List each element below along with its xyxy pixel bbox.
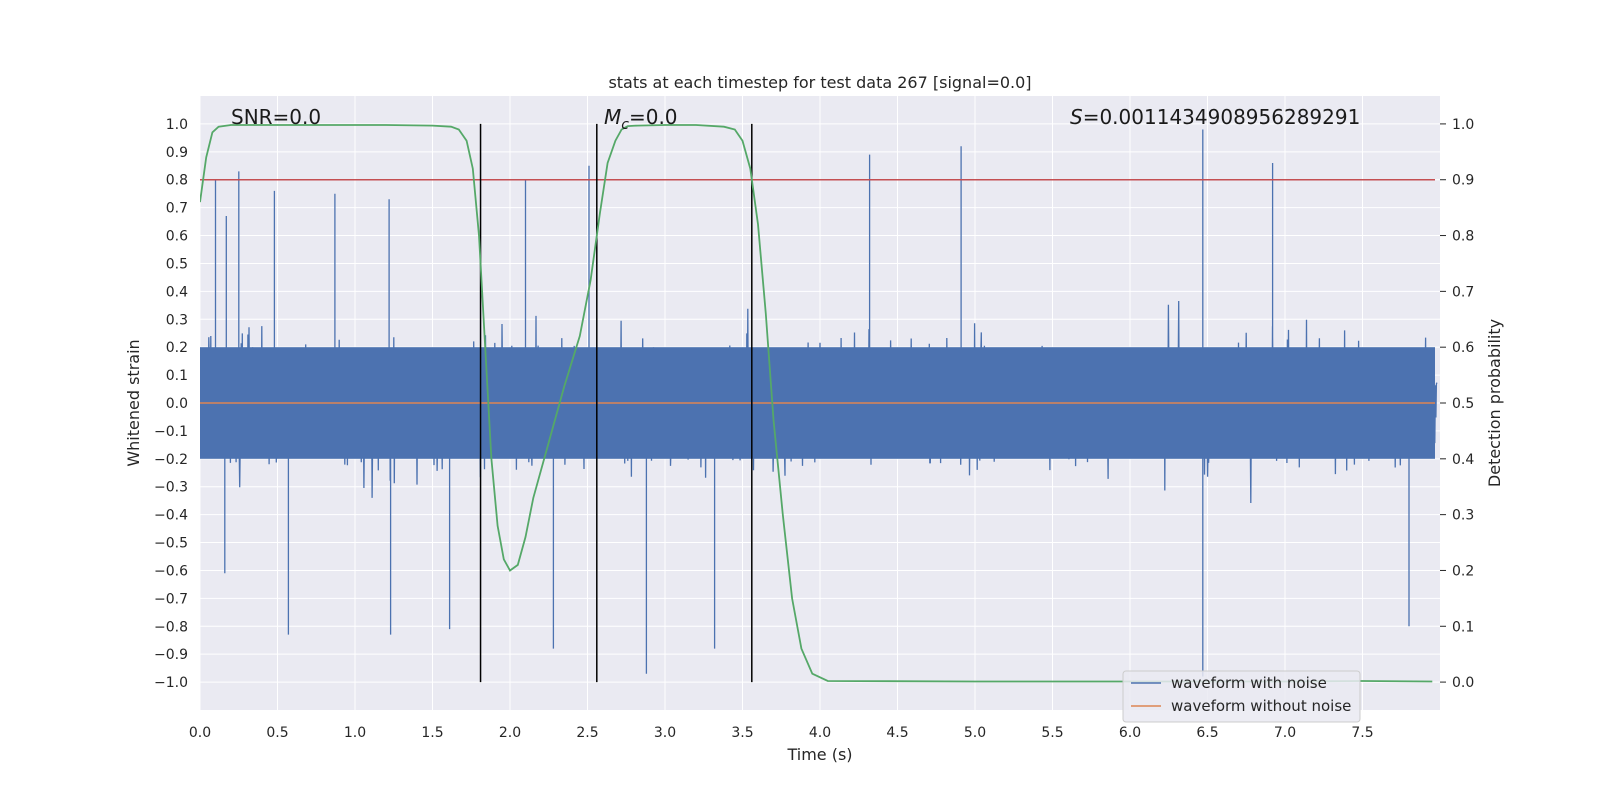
- y2-tick-label: 0.4: [1452, 452, 1474, 468]
- y-tick-label: −0.2: [154, 452, 188, 468]
- y-tick-label: −0.4: [154, 508, 188, 524]
- y-tick-label: −0.7: [154, 591, 188, 607]
- y2-tick-label: 0.7: [1452, 284, 1474, 300]
- x-tick-label: 1.0: [344, 725, 366, 741]
- y2-tick-label: 0.5: [1452, 396, 1474, 412]
- y-tick-label: 0.9: [166, 145, 188, 161]
- legend-label-noise: waveform with noise: [1171, 674, 1327, 692]
- y-tick-label: 1.0: [166, 117, 188, 133]
- x-tick-label: 5.0: [964, 725, 986, 741]
- s-symbol: S: [1070, 105, 1083, 129]
- s-value: =0.0011434908956289291: [1083, 105, 1361, 129]
- legend: waveform with noise waveform without noi…: [1122, 670, 1361, 723]
- y-axis-label: Whitened strain: [124, 339, 143, 466]
- y2-tick-label: 1.0: [1452, 117, 1474, 133]
- chirp-mass-annotation: Mc=0.0: [604, 105, 678, 133]
- legend-box: [1122, 670, 1361, 723]
- y-tick-labels: 1.0 0.9 0.8 0.7 0.6 0.5 0.4 0.3 0.2 0.1 0.0 −0.1 −0.…: [154, 117, 188, 691]
- x-tick-label: 3.0: [654, 725, 676, 741]
- y2-tick-label: 0.8: [1452, 229, 1474, 245]
- x-tick-label: 4.0: [809, 725, 831, 741]
- x-axis-label: Time (s): [786, 745, 852, 764]
- x-tick-label: 1.5: [421, 725, 443, 741]
- x-tick-label: 0.0: [189, 725, 211, 741]
- y-tick-label: 0.2: [166, 340, 188, 356]
- x-tick-label: 2.5: [576, 725, 598, 741]
- x-tick-label: 0.5: [266, 725, 288, 741]
- y2-tick-label: 0.3: [1452, 508, 1474, 524]
- x-tick-label: 7.5: [1351, 725, 1373, 741]
- y-tick-label: −0.5: [154, 536, 188, 552]
- y2-tick-label: 0.6: [1452, 340, 1474, 356]
- y2-tick-label: 0.0: [1452, 675, 1474, 691]
- y-tick-label: −0.9: [154, 647, 188, 663]
- legend-label-clean: waveform without noise: [1171, 697, 1351, 715]
- mc-subscript: c: [621, 117, 629, 133]
- y-tick-label: 0.1: [166, 368, 188, 384]
- mc-symbol: M: [604, 105, 621, 129]
- y-tick-label: 0.0: [166, 396, 188, 412]
- y2-axis-label: Detection probability: [1485, 319, 1504, 487]
- score-annotation: S=0.0011434908956289291: [1070, 105, 1360, 129]
- x-tick-label: 3.5: [731, 725, 753, 741]
- mc-value: =0.0: [629, 105, 678, 129]
- y-tick-label: −1.0: [154, 675, 188, 691]
- y-tick-label: −0.1: [154, 424, 188, 440]
- y-tick-label: 0.8: [166, 173, 188, 189]
- x-tick-label: 4.5: [886, 725, 908, 741]
- x-tick-label: 6.0: [1119, 725, 1141, 741]
- x-tick-label: 2.0: [499, 725, 521, 741]
- y-tick-label: −0.3: [154, 480, 188, 496]
- y-tick-label: 0.4: [166, 284, 188, 300]
- y2-tick-label: 0.2: [1452, 563, 1474, 579]
- y-tick-label: 0.3: [166, 312, 188, 328]
- snr-annotation: SNR=0.0: [231, 105, 321, 129]
- y2-tick-labels: 1.0 0.9 0.8 0.7 0.6 0.5 0.4 0.3 0.2 0.1 0.0: [1440, 117, 1474, 691]
- overlay-series: [200, 123, 1435, 683]
- y-tick-label: 0.7: [166, 201, 188, 217]
- x-tick-label: 7.0: [1274, 725, 1296, 741]
- detection-probability-line: [200, 124, 1433, 683]
- x-tick-label: 6.5: [1196, 725, 1218, 741]
- y-tick-label: 0.6: [166, 229, 188, 245]
- y2-tick-label: 0.1: [1452, 619, 1474, 635]
- y2-tick-label: 0.9: [1452, 173, 1474, 189]
- y-tick-label: −0.6: [154, 563, 188, 579]
- x-tick-label: 5.5: [1041, 725, 1063, 741]
- x-tick-labels: 0.0 0.5 1.0 1.5 2.0 2.5 3.0 3.5 4.0 4.5 5.0 5.5 6.0 6…: [189, 725, 1374, 741]
- y-tick-label: 0.5: [166, 256, 188, 272]
- y-tick-label: −0.8: [154, 619, 188, 635]
- chart-title: stats at each timestep for test data 267…: [608, 73, 1031, 92]
